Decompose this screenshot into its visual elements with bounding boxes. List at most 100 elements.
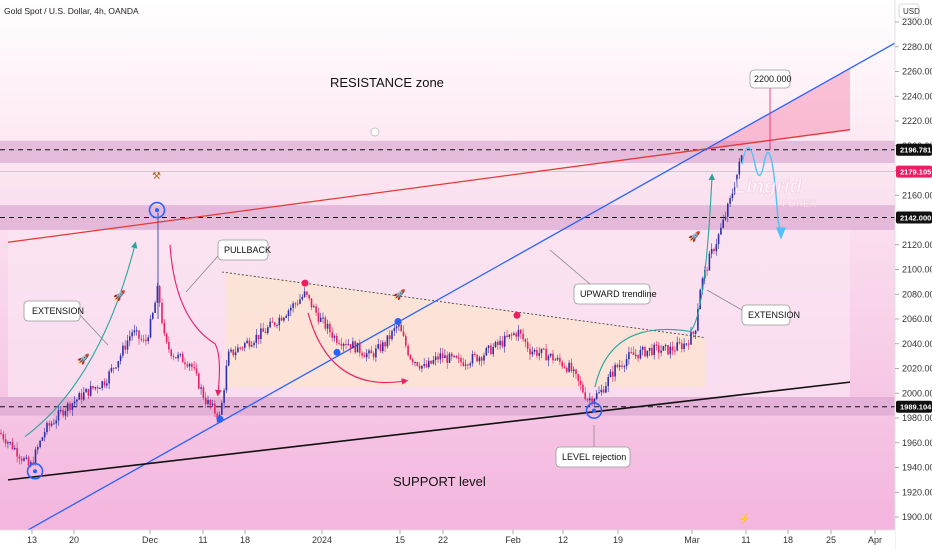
candle-body — [147, 337, 149, 342]
candle-body — [94, 387, 97, 389]
currency-label: USD — [903, 7, 920, 16]
candle-body — [388, 335, 391, 340]
candle-body — [428, 360, 430, 368]
candle-layer — [0, 154, 743, 468]
candle-body — [568, 362, 570, 372]
candle-body — [451, 353, 453, 357]
candle-body — [313, 306, 315, 308]
candle-body — [425, 364, 428, 368]
candle-body — [609, 371, 612, 378]
callout-level-rejection[interactable]: LEVEL rejection — [555, 425, 631, 468]
candle-body — [241, 347, 244, 349]
candle-body — [480, 357, 483, 361]
candle-body — [434, 356, 437, 361]
callout-extension-right[interactable]: EXTENSION — [706, 289, 800, 326]
candle-body — [407, 345, 409, 356]
upper-background — [0, 0, 895, 140]
candle-body — [487, 345, 490, 349]
rocket-icon: 🚀 — [77, 352, 90, 365]
candle-body — [411, 359, 414, 363]
time-axis[interactable]: 13 20 Dec 11 18 2024 15 22 Feb 12 19 Mar 11 18 25 Apr — [27, 530, 882, 545]
candle-body — [170, 349, 172, 357]
candle-body — [290, 307, 292, 311]
watermark: Lingrid FOREX — [734, 176, 817, 211]
candle-body — [370, 350, 373, 354]
candle-body — [545, 348, 547, 361]
symbol-title: Gold Spot / U.S. Dollar, 4h, OANDA — [4, 6, 139, 16]
candle-body — [651, 347, 653, 355]
candle-body — [315, 306, 317, 313]
callout-extension-left[interactable]: EXTENSION — [23, 300, 109, 346]
news-marker-icon[interactable] — [370, 127, 380, 137]
x-tick-label: 20 — [69, 535, 79, 545]
candle-body — [108, 371, 110, 384]
candle-body — [158, 286, 161, 303]
candle-body — [232, 349, 235, 356]
candle-body — [490, 345, 492, 355]
candle-body — [326, 323, 329, 329]
y-tick-label: 2040.000 — [902, 339, 932, 349]
y-tick-label: 2020.000 — [902, 364, 932, 374]
red-trendline — [7, 129, 851, 243]
callout-pullback[interactable]: PULLBACK — [185, 239, 271, 293]
candle-body — [453, 355, 455, 357]
candle-body — [676, 342, 678, 351]
candle-body — [66, 403, 69, 411]
candle-body — [317, 312, 320, 322]
area-layer — [0, 69, 895, 416]
candle-body — [395, 326, 398, 329]
candle-body — [559, 357, 561, 362]
candle-body — [416, 362, 419, 366]
overlay-layer: 🚀 🚀 🚀 🚀 ⚒ ⚡ — [24, 127, 786, 525]
candle-body — [361, 352, 363, 356]
candle-body — [152, 312, 154, 319]
candle-body — [216, 413, 218, 419]
candle-body — [310, 298, 313, 308]
candle-body — [462, 362, 465, 366]
candle-body — [99, 388, 101, 390]
support-line — [7, 381, 851, 481]
callout-target-price[interactable]: 2200.000 — [749, 69, 792, 150]
candle-body — [34, 449, 37, 465]
touch-circle-1 — [148, 201, 166, 219]
candle-body — [591, 398, 593, 403]
candle-body — [349, 344, 352, 349]
candle-body — [708, 253, 711, 271]
candle-body — [18, 456, 21, 459]
blue-trendline — [17, 42, 896, 537]
candle-body — [214, 403, 216, 414]
triangle-drop-arrow — [307, 312, 409, 385]
triangle-pattern — [225, 271, 705, 388]
candle-body — [526, 342, 529, 349]
candle-body — [50, 423, 53, 426]
candle-body — [96, 387, 99, 389]
candle-body — [27, 457, 30, 466]
candle-body — [510, 334, 513, 336]
candle-body — [83, 392, 85, 400]
candle-body — [674, 350, 676, 352]
y-tick-label: 2300.000 — [902, 17, 932, 27]
candle-body — [204, 397, 207, 405]
candle-body — [694, 330, 697, 334]
candle-body — [628, 352, 630, 360]
candle-body — [126, 340, 129, 350]
candle-body — [168, 342, 170, 350]
candle-body — [506, 335, 508, 337]
candle-body — [600, 389, 603, 393]
y-tick-label: 1980.000 — [902, 413, 932, 423]
candle-body — [37, 447, 39, 450]
candle-body — [329, 323, 331, 333]
candle-body — [423, 364, 425, 366]
candle-body — [115, 367, 117, 369]
callout-upward-trendline[interactable]: UPWARD trendline — [549, 249, 657, 305]
candle-body — [593, 398, 596, 403]
candle-body — [543, 348, 545, 350]
touch-circle-0 — [26, 462, 44, 480]
currency-badge[interactable]: USD — [898, 3, 920, 19]
candle-body — [46, 423, 48, 433]
candle-body — [89, 386, 92, 396]
candle-body — [122, 345, 124, 356]
candle-body — [384, 342, 386, 347]
